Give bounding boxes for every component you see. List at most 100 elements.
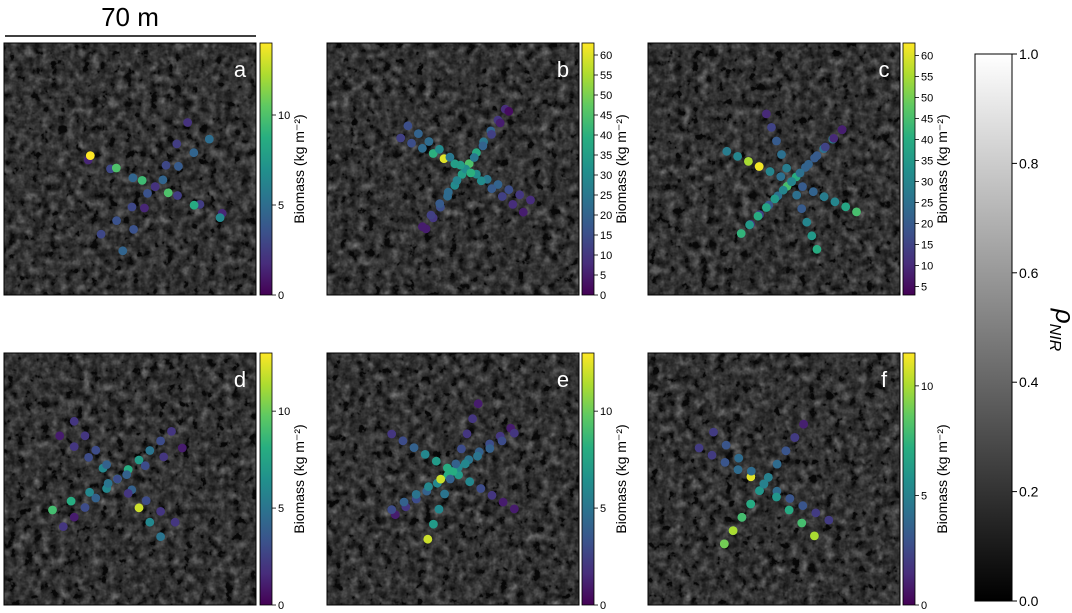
- transect-point: [429, 519, 438, 529]
- transect-point: [719, 539, 729, 549]
- colorbar-tick-label: 35: [600, 150, 612, 162]
- transect-point: [799, 419, 808, 429]
- transect-point: [69, 512, 79, 522]
- transect-point: [841, 202, 851, 212]
- transect-point: [504, 185, 514, 195]
- colorbar-label: Biomass (kg m⁻²): [291, 424, 307, 533]
- transect-point: [443, 187, 453, 197]
- transect-point: [820, 142, 830, 152]
- panel-frame: [3, 352, 257, 606]
- reflectance-image: [4, 353, 256, 605]
- transect-point: [473, 451, 482, 461]
- transect-point: [778, 185, 788, 195]
- panel-letter: a: [234, 57, 247, 82]
- transect-point: [431, 456, 441, 466]
- transect-point: [69, 442, 79, 451]
- colorbar-tick-label: 15: [600, 230, 612, 242]
- transect-point: [418, 222, 427, 232]
- transect-point: [85, 487, 94, 497]
- transect-point: [127, 202, 137, 212]
- transect-point: [518, 207, 528, 217]
- transect-point: [763, 473, 773, 482]
- transect-point: [122, 470, 132, 479]
- transect-point: [445, 152, 455, 162]
- reflectance-tick-label: 0.6: [1019, 265, 1039, 281]
- colorbar-tick-label: 10: [921, 381, 933, 393]
- transect-point: [745, 220, 754, 230]
- transect-point: [140, 461, 150, 471]
- colorbar-tick-label: 15: [921, 240, 933, 252]
- transect-point: [728, 526, 738, 535]
- transect-point: [418, 143, 427, 153]
- transect-point: [448, 467, 458, 476]
- transect-point: [736, 229, 746, 238]
- reflectance-tick-label: 0.4: [1019, 374, 1039, 390]
- transect-point: [478, 141, 488, 151]
- colorbar-tick-label: 50: [921, 93, 933, 105]
- transect-point: [465, 477, 475, 487]
- colorbar-label: Biomass (kg m⁻²): [613, 114, 629, 223]
- transect-point: [145, 446, 155, 455]
- reflectance-colorbar-label-sub: NIR: [1046, 324, 1063, 352]
- reflectance-tick-label: 0.8: [1019, 155, 1039, 171]
- transect-point: [785, 494, 795, 503]
- colorbar-tick-label: 10: [600, 406, 612, 418]
- transect-point: [721, 440, 731, 450]
- transect-point: [487, 490, 497, 500]
- transect-point: [694, 443, 704, 453]
- transect-point: [173, 191, 182, 200]
- transect-point: [137, 176, 147, 185]
- biomass-colorbar-c: 5 10 15 20 25 30 35 40 45 50 55 60 Biomass (kg m⁻²): [902, 42, 950, 296]
- transect-point: [795, 168, 805, 178]
- transect-point: [161, 160, 171, 170]
- colorbar-label: Biomass (kg m⁻²): [613, 424, 629, 533]
- transect-point: [852, 207, 861, 217]
- transect-point: [469, 153, 479, 162]
- transect-point: [707, 450, 717, 460]
- transect-point: [765, 167, 775, 176]
- transect-point: [141, 496, 151, 505]
- transect-point: [167, 427, 176, 436]
- colorbar-tick-label: 0: [600, 290, 606, 302]
- transect-point: [91, 493, 101, 503]
- transect-point: [830, 197, 840, 207]
- transect-point: [457, 444, 466, 454]
- transect-point: [508, 200, 518, 209]
- reflectance-colorbar-label-main: ρ: [1050, 308, 1072, 324]
- transect-point: [158, 175, 168, 185]
- transect-point: [473, 399, 483, 409]
- transect-point: [189, 200, 199, 210]
- transect-point: [468, 414, 477, 424]
- biomass-colorbar-gradient: [902, 42, 916, 296]
- colorbar-tick-label: 25: [921, 198, 933, 210]
- reflectance-image: [327, 43, 579, 295]
- transect-point: [423, 534, 433, 544]
- transect-point: [156, 532, 166, 542]
- panel-letter: e: [557, 367, 569, 392]
- colorbar-tick-label: 5: [921, 282, 927, 294]
- transect-point: [456, 160, 465, 170]
- colorbar-label: Biomass (kg m⁻²): [934, 424, 950, 533]
- transect-point: [485, 444, 495, 453]
- transect-point: [172, 139, 182, 149]
- colorbar-tick-label: 60: [600, 50, 612, 62]
- transect-point: [396, 133, 406, 143]
- colorbar-label: Biomass (kg m⁻²): [934, 114, 950, 223]
- transect-point: [91, 445, 101, 455]
- transect-point: [118, 246, 128, 256]
- transect-point: [733, 465, 743, 474]
- transect-point: [452, 176, 462, 185]
- transect-point: [403, 121, 413, 131]
- transect-point: [784, 505, 794, 515]
- transect-point: [753, 211, 763, 221]
- transect-point: [163, 188, 173, 198]
- transect-point: [215, 213, 225, 223]
- transect-point: [746, 466, 756, 476]
- transect-point: [189, 148, 199, 158]
- transect-point: [445, 474, 455, 484]
- colorbar-tick-label: 60: [921, 51, 933, 63]
- transect-point: [428, 149, 438, 158]
- panel-f: f 0 5 10 Biomass (kg m⁻²): [647, 352, 950, 612]
- transect-point: [407, 138, 416, 148]
- transect-point: [770, 194, 780, 204]
